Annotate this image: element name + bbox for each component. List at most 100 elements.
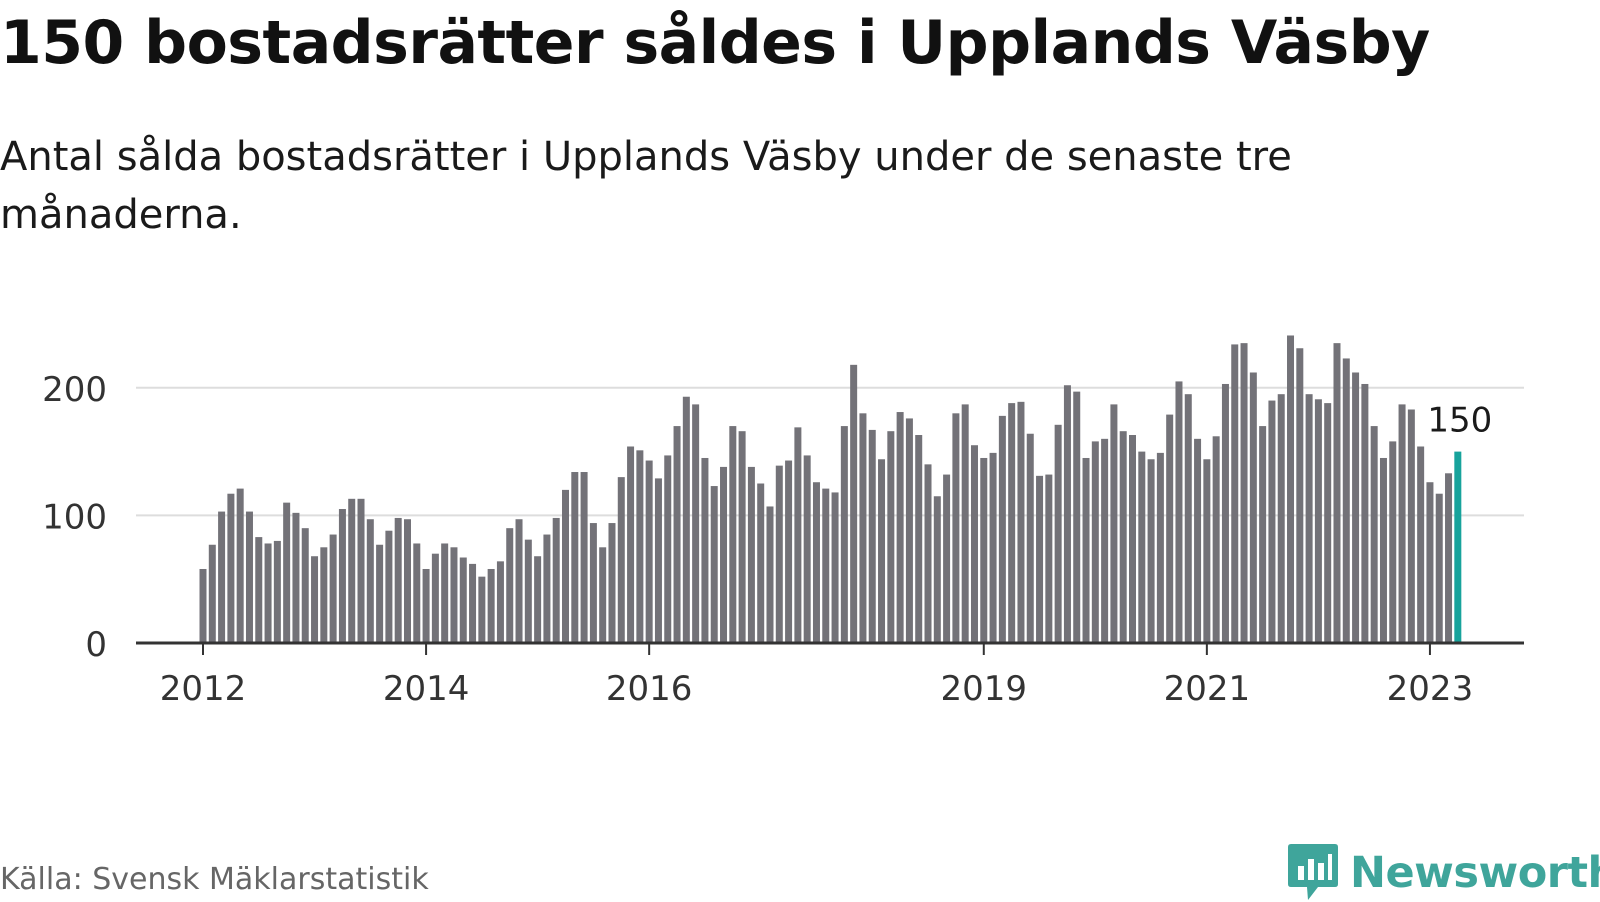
bar	[720, 466, 728, 643]
bar	[1008, 403, 1016, 643]
bar	[496, 561, 504, 643]
bar	[1045, 474, 1053, 643]
bar	[1417, 446, 1425, 643]
bar	[1194, 438, 1202, 643]
bar	[1296, 348, 1304, 643]
bar	[673, 426, 681, 643]
bar	[859, 413, 867, 643]
x-tick-label: 2019	[941, 669, 1028, 709]
x-tick-label: 2016	[606, 669, 693, 709]
bar	[812, 482, 820, 643]
bar	[785, 460, 793, 643]
bar	[469, 563, 477, 643]
bar	[915, 435, 923, 643]
bar	[1156, 452, 1164, 643]
bar	[682, 396, 690, 643]
bar	[1184, 394, 1192, 643]
bar	[1314, 399, 1322, 643]
bar	[273, 540, 281, 643]
x-tick-label: 2023	[1387, 669, 1474, 709]
bar	[729, 426, 737, 643]
bar	[645, 460, 653, 643]
bar	[376, 544, 384, 643]
chart-title: 150 bostadsrätter såldes i Upplands Väsb…	[0, 8, 1430, 78]
bar	[701, 457, 709, 643]
bar	[199, 568, 207, 643]
bar	[608, 523, 616, 643]
bar	[989, 452, 997, 643]
bar	[348, 498, 356, 643]
bar	[301, 528, 309, 643]
bar	[998, 415, 1006, 643]
bar	[1389, 441, 1397, 643]
bar	[450, 547, 458, 643]
bar	[413, 543, 421, 643]
bar	[422, 568, 430, 643]
bar	[1138, 451, 1146, 643]
bar	[506, 528, 514, 643]
bar	[868, 429, 876, 643]
y-tick-label: 0	[85, 625, 107, 665]
bar	[757, 483, 765, 643]
bar	[1091, 441, 1099, 643]
bar	[1026, 433, 1034, 643]
bar	[803, 455, 811, 643]
bar	[654, 478, 662, 643]
bar	[1426, 482, 1434, 643]
bar	[403, 519, 411, 643]
bar	[1212, 436, 1220, 643]
bar	[692, 404, 700, 643]
bar	[1036, 475, 1044, 643]
bar	[878, 459, 886, 643]
bar	[980, 457, 988, 643]
bar	[255, 537, 263, 643]
bar	[840, 426, 848, 643]
bar	[896, 412, 904, 643]
bar	[766, 506, 774, 643]
bar	[1407, 409, 1415, 643]
bar-highlight	[1454, 451, 1462, 643]
bar	[552, 517, 560, 643]
bar	[366, 519, 374, 643]
bar	[933, 496, 941, 643]
bar	[1101, 438, 1109, 643]
bar	[1398, 404, 1406, 643]
bar	[534, 556, 542, 643]
bar	[1054, 424, 1062, 643]
bar	[589, 523, 597, 643]
bar	[887, 431, 895, 643]
bar	[617, 477, 625, 643]
bar	[1342, 358, 1350, 643]
x-tick-label: 2012	[160, 669, 247, 709]
bar	[515, 519, 523, 643]
bar	[1082, 457, 1090, 643]
bar	[1017, 401, 1025, 643]
bar	[794, 427, 802, 643]
bar	[218, 511, 226, 643]
brand-name: Newsworthy	[1350, 848, 1600, 898]
bar	[562, 489, 570, 643]
bar	[385, 530, 393, 643]
bar	[952, 413, 960, 643]
source-note: Källa: Svensk Mäklarstatistik	[0, 862, 429, 897]
bar	[1324, 403, 1332, 643]
bar	[245, 511, 253, 643]
newsworthy-logo-icon	[1288, 844, 1338, 900]
bar	[961, 404, 969, 643]
bar	[1221, 383, 1229, 643]
bar	[311, 556, 319, 643]
bar	[1268, 400, 1276, 643]
bar	[1259, 426, 1267, 643]
bar	[357, 498, 365, 643]
bar	[1231, 344, 1239, 643]
bar	[831, 492, 839, 643]
bar	[1445, 473, 1453, 643]
bar	[710, 486, 718, 643]
x-tick-label: 2021	[1164, 669, 1251, 709]
bar	[924, 464, 932, 643]
bar	[599, 547, 607, 643]
bar	[459, 557, 467, 643]
brand-logo: Newsworthy	[1288, 844, 1600, 902]
y-tick-label: 200	[42, 370, 107, 410]
bar	[822, 488, 830, 643]
